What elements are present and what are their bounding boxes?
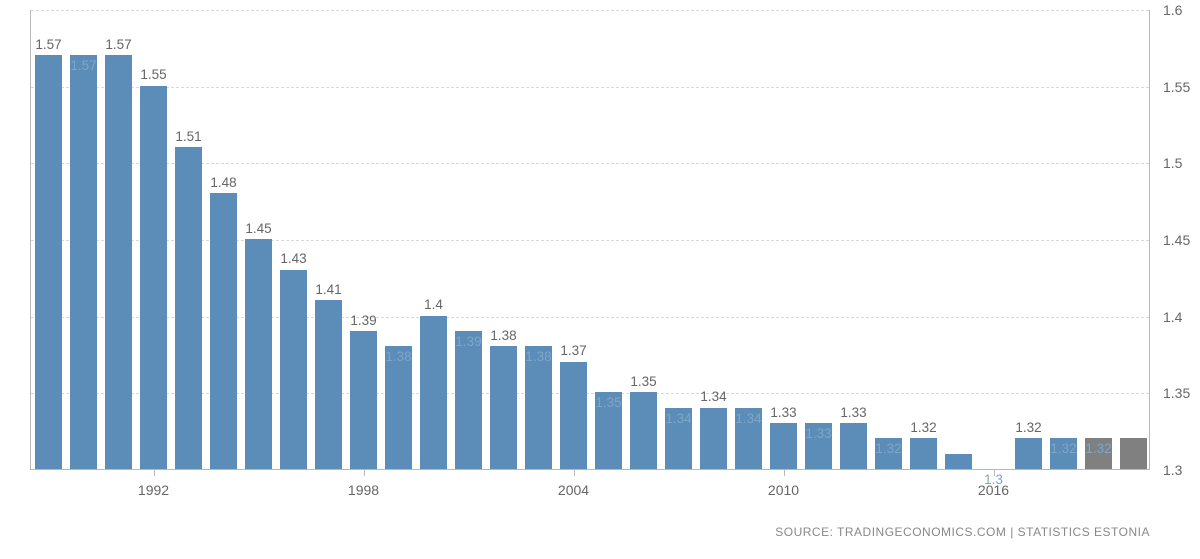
x-tick (784, 470, 785, 476)
x-tick (364, 470, 365, 476)
bar-value-label: 1.43 (280, 251, 306, 266)
bar (1015, 438, 1042, 469)
bar-value-label: 1.38 (525, 349, 551, 364)
bar (70, 55, 97, 469)
bar-value-label: 1.48 (210, 175, 236, 190)
bar-value-label: 1.55 (140, 67, 166, 82)
bar-value-label: 1.57 (35, 37, 61, 52)
bar-value-label: 1.33 (805, 426, 831, 441)
bar-value-label: 1.33 (840, 405, 866, 420)
bar (840, 423, 867, 469)
bar-value-label: 1.34 (700, 389, 726, 404)
bar (140, 86, 167, 469)
bar-value-label: 1.35 (630, 374, 656, 389)
plot-area: 1.31.351.41.451.51.551.61992199820042010… (30, 10, 1150, 470)
x-tick (154, 470, 155, 476)
bar (1120, 438, 1147, 469)
bar (700, 408, 727, 469)
source-attribution: SOURCE: TRADINGECONOMICS.COM | STATISTIC… (775, 525, 1150, 539)
bar (210, 193, 237, 469)
x-tick-label: 1998 (348, 482, 379, 498)
bar-value-label: 1.32 (1085, 441, 1111, 456)
bar (280, 270, 307, 469)
bar-value-label: 1.3 (984, 472, 1003, 487)
bar (525, 346, 552, 469)
bar (105, 55, 132, 469)
bar-value-label: 1.35 (595, 395, 621, 410)
bar-value-label: 1.57 (70, 58, 96, 73)
y-tick-label: 1.5 (1163, 155, 1200, 171)
grid-line (31, 87, 1149, 88)
bar (910, 438, 937, 469)
bar (455, 331, 482, 469)
bar-value-label: 1.4 (424, 297, 443, 312)
bar-value-label: 1.41 (315, 282, 341, 297)
bar-value-label: 1.37 (560, 343, 586, 358)
y-tick-label: 1.35 (1163, 385, 1200, 401)
grid-line (31, 10, 1149, 11)
bar (945, 454, 972, 469)
bar (420, 316, 447, 469)
bar-value-label: 1.38 (490, 328, 516, 343)
bar (245, 239, 272, 469)
bar (175, 147, 202, 469)
bar-value-label: 1.32 (1050, 441, 1076, 456)
bar (35, 55, 62, 469)
bar (630, 392, 657, 469)
bar-value-label: 1.45 (245, 221, 271, 236)
bar (770, 423, 797, 469)
bar-value-label: 1.32 (910, 420, 936, 435)
source-text: SOURCE: TRADINGECONOMICS.COM | STATISTIC… (775, 525, 1150, 539)
bar (490, 346, 517, 469)
y-tick-label: 1.45 (1163, 232, 1200, 248)
x-tick-label: 2004 (558, 482, 589, 498)
y-tick-label: 1.3 (1163, 462, 1200, 478)
bar (315, 300, 342, 469)
bar (560, 362, 587, 469)
y-tick-label: 1.55 (1163, 79, 1200, 95)
bar (385, 346, 412, 469)
bar-value-label: 1.34 (735, 411, 761, 426)
y-tick-label: 1.4 (1163, 309, 1200, 325)
bar-value-label: 1.32 (1015, 420, 1041, 435)
x-tick (574, 470, 575, 476)
x-tick-label: 1992 (138, 482, 169, 498)
bar-value-label: 1.32 (875, 441, 901, 456)
x-tick-label: 2010 (768, 482, 799, 498)
bar-value-label: 1.33 (770, 405, 796, 420)
bar-value-label: 1.34 (665, 411, 691, 426)
y-tick-label: 1.6 (1163, 2, 1200, 18)
bar-value-label: 1.57 (105, 37, 131, 52)
bar-value-label: 1.38 (385, 349, 411, 364)
bar-value-label: 1.39 (455, 334, 481, 349)
bar-value-label: 1.39 (350, 313, 376, 328)
bar (350, 331, 377, 469)
bar-value-label: 1.51 (175, 129, 201, 144)
